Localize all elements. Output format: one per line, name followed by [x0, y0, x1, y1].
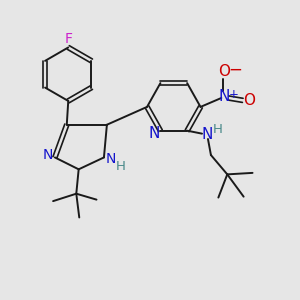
Text: −: −	[228, 61, 242, 79]
Text: N: N	[42, 148, 52, 162]
Text: N: N	[148, 126, 160, 141]
Text: +: +	[229, 88, 239, 101]
Text: N: N	[201, 127, 213, 142]
Text: N: N	[219, 89, 230, 104]
Text: O: O	[244, 94, 256, 109]
Text: H: H	[115, 160, 125, 173]
Text: F: F	[64, 32, 72, 46]
Text: O: O	[218, 64, 230, 79]
Text: N: N	[105, 152, 116, 166]
Text: H: H	[213, 123, 223, 136]
